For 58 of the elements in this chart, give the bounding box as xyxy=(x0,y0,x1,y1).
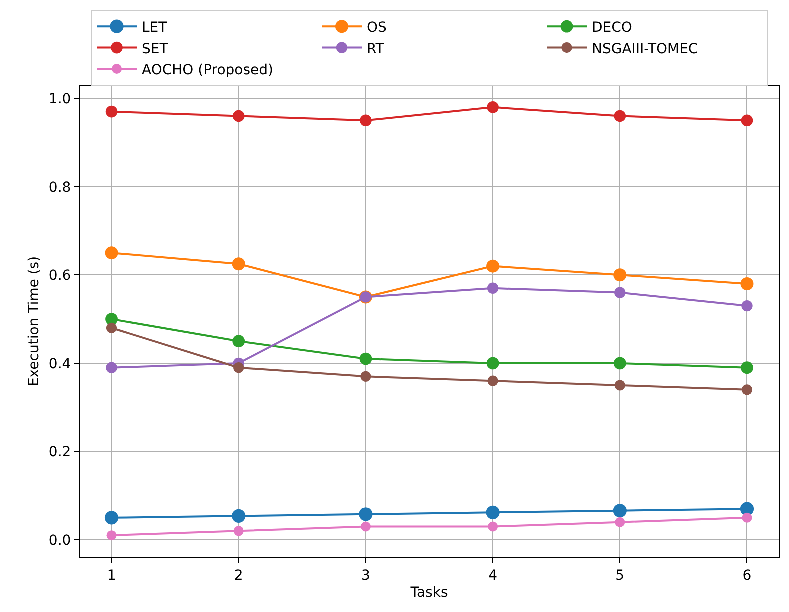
legend-label: AOCHO (Proposed) xyxy=(142,62,274,78)
point xyxy=(614,357,626,370)
x-tick-label: 3 xyxy=(361,568,370,584)
y-tick-label: 0.2 xyxy=(48,444,72,461)
point xyxy=(360,352,372,366)
point xyxy=(360,371,372,382)
point xyxy=(232,258,246,271)
legend-label: OS xyxy=(367,20,388,36)
point xyxy=(615,517,626,528)
legend-label: DECO xyxy=(592,20,632,36)
point xyxy=(486,357,500,370)
y-tick-label: 0.6 xyxy=(48,268,72,284)
point xyxy=(740,277,754,290)
point xyxy=(486,260,500,273)
point xyxy=(742,300,753,312)
point xyxy=(360,114,372,127)
legend-label: RT xyxy=(367,41,385,58)
x-tick-label: 1 xyxy=(107,568,116,584)
point xyxy=(741,114,754,127)
y-axis-title: Execution Time (s) xyxy=(26,256,43,387)
point xyxy=(614,380,626,391)
point xyxy=(104,511,119,525)
y-tick-label: 0.4 xyxy=(48,356,72,372)
y-tick-label: 0.0 xyxy=(48,532,72,549)
point xyxy=(742,512,752,523)
x-tick-label: 4 xyxy=(488,568,498,584)
x-tick-label: 6 xyxy=(742,568,752,584)
point xyxy=(232,509,246,523)
point xyxy=(234,362,244,374)
point xyxy=(105,246,118,260)
point xyxy=(360,522,371,532)
point xyxy=(742,384,753,396)
point xyxy=(487,102,499,114)
point xyxy=(106,530,117,541)
legend-label: NSGAIII-TOMEC xyxy=(592,41,698,58)
y-tick-label: 1.0 xyxy=(48,91,72,108)
point xyxy=(359,508,373,522)
point xyxy=(741,362,754,374)
point xyxy=(106,362,118,374)
y-tick-label: 0.8 xyxy=(48,180,72,196)
point xyxy=(106,322,118,334)
x-axis-title: Tasks xyxy=(410,585,448,602)
point xyxy=(486,506,500,520)
point xyxy=(614,110,626,122)
point xyxy=(488,376,498,386)
point xyxy=(614,268,627,282)
point xyxy=(232,110,245,122)
point xyxy=(488,522,498,532)
x-tick-label: 2 xyxy=(234,568,244,584)
point xyxy=(613,504,627,518)
legend-label: SET xyxy=(142,41,169,58)
point xyxy=(487,282,499,294)
legend-label: LET xyxy=(142,20,168,36)
point xyxy=(614,287,626,298)
x-tick-label: 5 xyxy=(616,568,625,584)
point xyxy=(234,526,244,536)
point xyxy=(232,335,246,348)
point xyxy=(106,106,118,118)
